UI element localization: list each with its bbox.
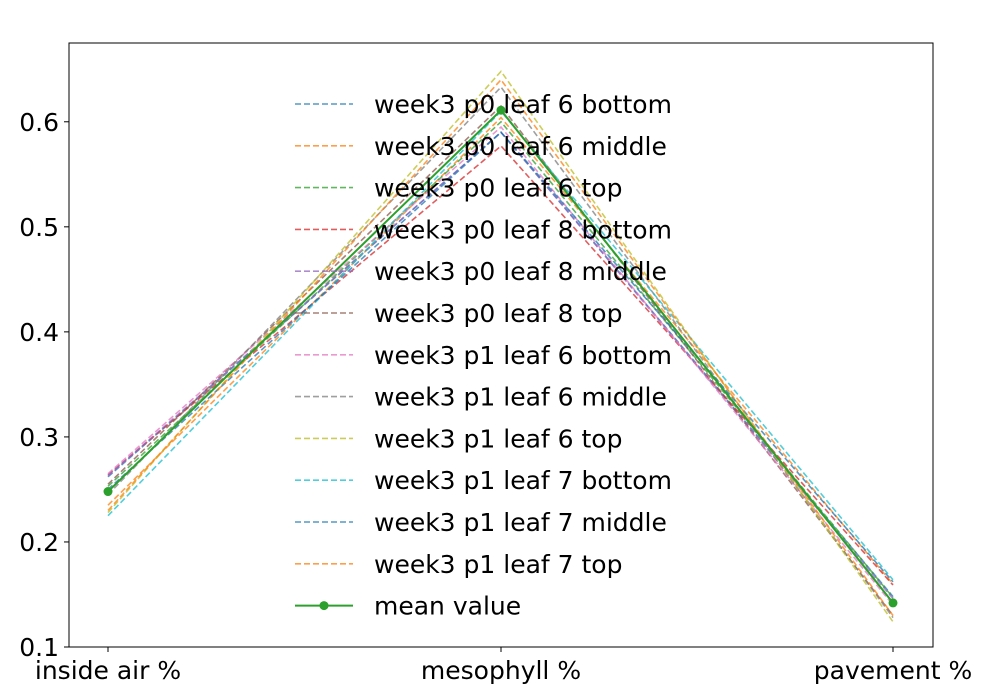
legend-label: week3 p0 leaf 6 middle [374,132,667,161]
series-line [107,116,894,585]
y-tick-label: 0.4 [19,318,59,347]
y-tick-label: 0.1 [19,633,59,662]
legend-label: week3 p0 leaf 6 top [374,174,622,203]
legend-label: week3 p1 leaf 7 bottom [374,466,672,495]
plot-background [69,43,933,647]
legend-label: mean value [374,592,521,621]
legend: week3 p0 leaf 6 bottom week3 p0 leaf 6 mi… [295,90,672,621]
legend-label: week3 p0 leaf 6 bottom [374,90,672,119]
legend-label: week3 p1 leaf 6 top [374,424,622,453]
y-tick-label: 0.2 [19,528,59,557]
series-line [107,78,894,616]
y-tick-label: 0.6 [19,108,59,137]
x-tick-label: pavement % [814,656,972,685]
legend-marker [319,601,329,611]
x-axis: inside air % mesophyll % pavement % [35,647,972,685]
series-layer [103,70,898,623]
series-point [888,598,898,608]
legend-label: week3 p1 leaf 6 bottom [374,341,672,370]
y-tick-label: 0.5 [19,213,59,242]
series-line [107,131,894,600]
legend-label: week3 p0 leaf 8 middle [374,257,667,286]
series-point [496,105,506,115]
legend-label: week3 p0 leaf 8 bottom [374,215,672,244]
legend-label: week3 p1 leaf 7 middle [374,508,667,537]
y-tick-label: 0.3 [19,423,59,452]
x-tick-label: mesophyll % [421,656,581,685]
legend-label: week3 p1 leaf 6 middle [374,383,667,412]
x-tick-label: inside air % [35,656,181,685]
legend-label: week3 p1 leaf 7 top [374,550,622,579]
legend-label: week3 p0 leaf 8 top [374,299,622,328]
series-point [103,487,113,497]
series-line [107,70,894,623]
series-line [107,131,894,583]
y-axis: 0.1 0.2 0.3 0.4 0.5 0.6 [19,108,69,662]
